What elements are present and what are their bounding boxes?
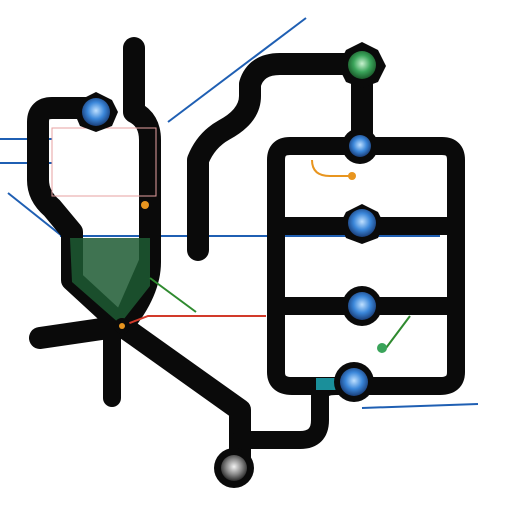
station-bottom[interactable] (214, 448, 254, 488)
green-dot (377, 343, 387, 353)
blue-line-diagonal (167, 17, 307, 123)
main-track (27, 37, 373, 473)
junction-crossing (114, 318, 130, 334)
station-right-1[interactable] (342, 128, 378, 164)
blue-line-bottom-right (361, 403, 479, 409)
station-left-upper[interactable] (74, 92, 118, 132)
orange-dot-right (348, 172, 356, 180)
right-loop-track (267, 137, 465, 395)
orange-connector (311, 159, 352, 177)
blue-line-left-diagonal (7, 192, 63, 237)
green-line-a (149, 277, 197, 313)
station-right-2[interactable] (340, 204, 384, 244)
red-line (121, 315, 266, 327)
green-band (70, 238, 150, 324)
station-top-right[interactable] (338, 42, 386, 88)
lower-connector-track (231, 377, 345, 471)
station-right-4[interactable] (334, 362, 374, 402)
orange-dot-left (141, 201, 149, 209)
green-line-b (385, 315, 411, 349)
station-right-3[interactable] (342, 286, 382, 326)
